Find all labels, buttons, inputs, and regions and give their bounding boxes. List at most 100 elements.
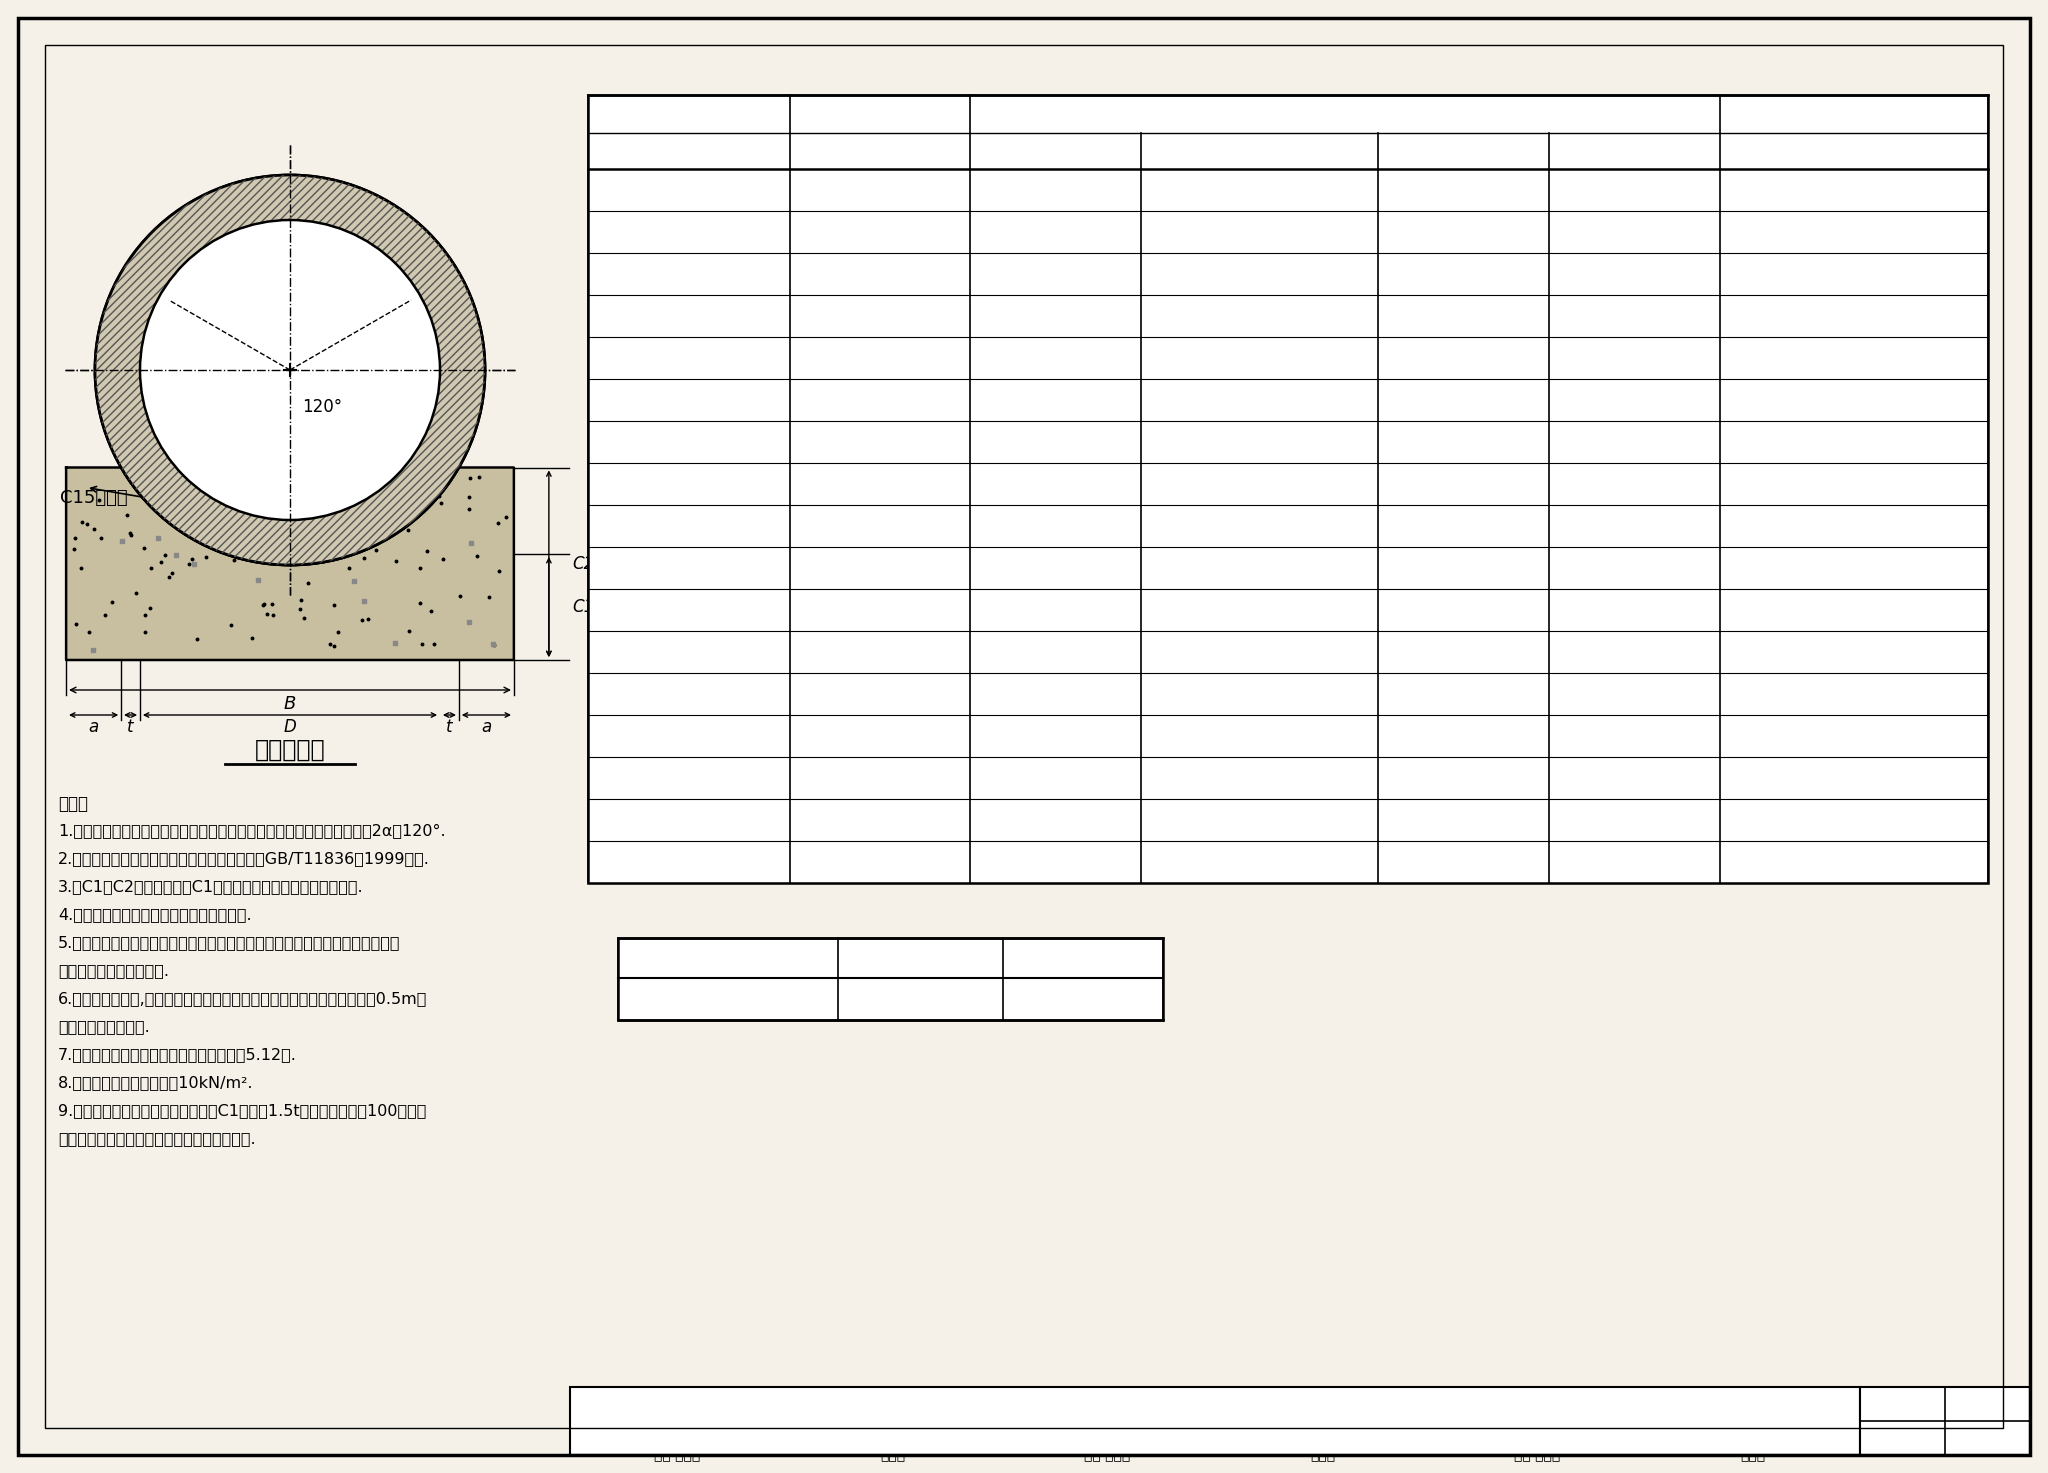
Text: 0.178: 0.178 (1831, 181, 1878, 199)
Text: 2400: 2400 (668, 728, 711, 745)
Text: 17: 17 (1974, 1426, 2001, 1445)
Text: 2250: 2250 (1239, 517, 1280, 535)
Text: 8.　地面堆积荷载不得大于10kN/m².: 8. 地面堆积荷载不得大于10kN/m². (57, 1075, 254, 1090)
Text: 120°: 120° (305, 405, 346, 423)
Text: 255: 255 (864, 812, 895, 829)
Bar (588, 94, 1989, 882)
Text: 828: 828 (1618, 812, 1651, 829)
Text: 248: 248 (1448, 558, 1479, 577)
Text: 页: 页 (1956, 1396, 1964, 1411)
Text: 1.021: 1.021 (1831, 517, 1878, 535)
Text: 225: 225 (1040, 517, 1071, 535)
Text: 120: 120 (864, 433, 895, 451)
Text: 405: 405 (1618, 474, 1651, 493)
Text: 270: 270 (1618, 306, 1651, 326)
Text: 120: 120 (1040, 265, 1071, 283)
Text: 700: 700 (674, 222, 705, 242)
Text: 100: 100 (864, 349, 895, 367)
Text: 2476: 2476 (1239, 558, 1280, 577)
Text: 2600: 2600 (668, 769, 711, 787)
Circle shape (139, 219, 440, 520)
Text: 220: 220 (864, 685, 895, 703)
Text: 150: 150 (864, 517, 895, 535)
Text: 180: 180 (1448, 433, 1479, 451)
Text: 4076: 4076 (1239, 812, 1280, 829)
Text: 3000: 3000 (668, 853, 711, 871)
Circle shape (94, 175, 485, 566)
Text: 3.5<H≤5.0: 3.5<H≤5.0 (874, 990, 967, 1008)
Text: 100: 100 (1040, 181, 1071, 199)
Text: 383: 383 (1040, 812, 1071, 829)
Bar (1860, 1388, 2030, 1455)
Text: 7.　沟槽回填土密实度要求见本图集总说明5.12条.: 7. 沟槽回填土密实度要求见本图集总说明5.12条. (57, 1047, 297, 1062)
Text: 2.783: 2.783 (1831, 769, 1878, 787)
Text: 温润晖: 温润晖 (1741, 1448, 1765, 1463)
Text: 管壁厚
t: 管壁厚 t (864, 110, 895, 153)
Text: 135: 135 (1040, 306, 1071, 326)
Polygon shape (66, 467, 514, 660)
Text: B: B (1253, 141, 1266, 161)
Text: 1350: 1350 (668, 474, 711, 493)
Text: 135: 135 (864, 474, 895, 493)
Text: 120°: 120° (301, 398, 342, 415)
Text: 1.　本图适用于开槽法施工的钉筋混凝土排水管道，设计计算基础支承角2α＝120°.: 1. 本图适用于开槽法施工的钉筋混凝土排水管道，设计计算基础支承角2α＝120°… (57, 823, 446, 838)
Text: C2: C2 (1624, 141, 1645, 161)
Text: 1500: 1500 (668, 517, 711, 535)
Text: C15混凝土: C15混凝土 (59, 489, 127, 507)
Text: 210: 210 (1618, 222, 1651, 242)
Text: 1000: 1000 (668, 349, 711, 367)
Text: 管 基 尺 寸: 管 基 尺 寸 (1315, 105, 1374, 124)
Text: C1: C1 (571, 598, 594, 616)
Text: 0.654: 0.654 (1831, 433, 1878, 451)
Text: 225: 225 (1448, 517, 1479, 535)
Text: 413: 413 (1040, 853, 1071, 871)
Text: 5.0<H≤6.5: 5.0<H≤6.5 (1036, 990, 1128, 1008)
Text: a: a (88, 717, 98, 736)
Text: 900: 900 (674, 306, 705, 326)
Text: 275: 275 (864, 853, 895, 871)
Text: 450: 450 (1618, 517, 1651, 535)
Text: 165: 165 (1040, 390, 1071, 409)
Text: 180: 180 (1618, 181, 1651, 199)
Text: 150: 150 (1040, 349, 1071, 367)
Text: C2: C2 (571, 555, 594, 573)
Text: 2800: 2800 (668, 812, 711, 829)
Text: 540: 540 (1618, 601, 1651, 619)
Text: 图集号: 图集号 (1870, 1396, 1896, 1411)
Text: 920: 920 (1243, 181, 1276, 199)
Text: 345: 345 (1448, 728, 1479, 745)
Text: 0.454: 0.454 (1831, 349, 1878, 367)
Text: 100: 100 (1448, 181, 1479, 199)
Text: 1800: 1800 (668, 601, 711, 619)
Text: 300: 300 (1448, 644, 1479, 661)
Text: 做到干槽施工.: 做到干槽施工. (57, 1019, 150, 1034)
Text: II: II (915, 949, 926, 966)
Text: 回填密实的地基上.: 回填密实的地基上. (57, 963, 170, 978)
Text: 270: 270 (1040, 601, 1071, 619)
Text: 基础断面图: 基础断面图 (254, 738, 326, 762)
Text: 1100: 1100 (668, 390, 711, 409)
Text: 管级: 管级 (717, 949, 739, 966)
Text: 1.237: 1.237 (1831, 558, 1878, 577)
Circle shape (139, 219, 440, 520)
Text: 230: 230 (864, 728, 895, 745)
Text: 1200: 1200 (668, 433, 711, 451)
Text: 300: 300 (1618, 349, 1651, 367)
Text: 888: 888 (1618, 853, 1651, 871)
Text: 3776: 3776 (1239, 769, 1280, 787)
Text: 3000: 3000 (1239, 644, 1280, 661)
Text: 管基尺寸及基础混凝土量应做相应修正.: 管基尺寸及基础混凝土量应做相应修正. (57, 1131, 256, 1146)
Text: 计算覆土高度H（m）: 计算覆土高度H（m） (674, 990, 782, 1008)
Text: 2.　按本图使用的钉筋混凝土排水管规格应符合GB/T11836－1999标准.: 2. 按本图使用的钉筋混凝土排水管规格应符合GB/T11836－1999标准. (57, 851, 430, 866)
Text: 2700: 2700 (1239, 601, 1280, 619)
Text: t: t (446, 717, 453, 736)
Text: 200: 200 (864, 644, 895, 661)
Text: 设计 温丽晖: 设计 温丽晖 (1513, 1448, 1561, 1463)
Text: 4.　本图可采用刚性接口的平口、企口管材.: 4. 本图可采用刚性接口的平口、企口管材. (57, 907, 252, 922)
Text: a: a (481, 717, 492, 736)
Circle shape (94, 175, 485, 566)
Text: 105: 105 (1040, 222, 1071, 242)
Text: 180: 180 (864, 601, 895, 619)
Text: 383: 383 (1448, 812, 1479, 829)
Text: D=600～3000钉筋混凝土管（II级管、III 级管）: D=600～3000钉筋混凝土管（II级管、III 级管） (1057, 1399, 1372, 1418)
